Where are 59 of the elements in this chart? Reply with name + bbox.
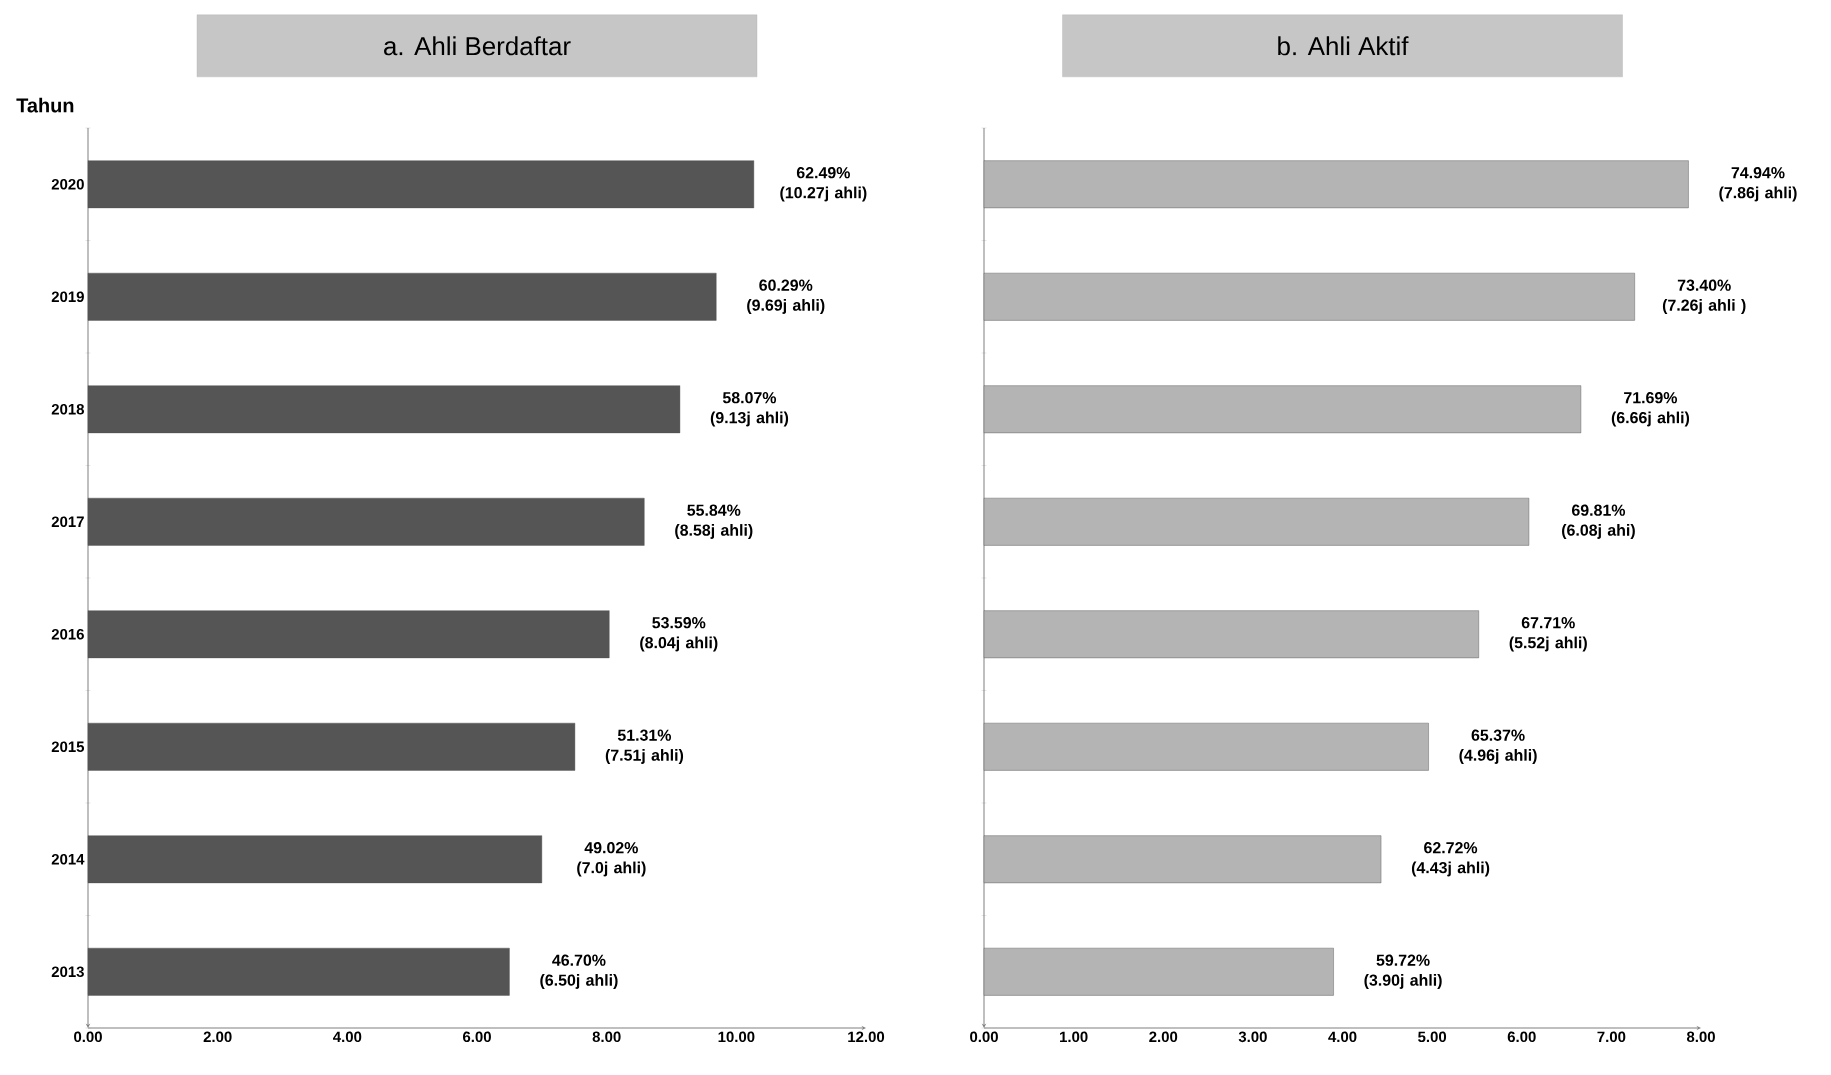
x-tick-label: 1.00	[1060, 1031, 1088, 1043]
y-tick-label: 2013	[51, 966, 84, 978]
x-tick-label: 8.00	[1686, 1031, 1715, 1043]
bar	[87, 160, 755, 209]
x-tick-label: 10.00	[718, 1031, 755, 1043]
data-label: 71.69% (6.66j ahli)	[1611, 392, 1690, 427]
bar	[87, 835, 543, 884]
x-tick-label: 4.00	[333, 1031, 362, 1043]
x-tick-label: 4.00	[1328, 1031, 1357, 1043]
data-label: 62.49% (10.27j ahli)	[780, 167, 867, 202]
data-label: 69.81% (6.08j ahi)	[1562, 504, 1635, 539]
y-tick-label: 2016	[51, 628, 84, 640]
bar	[983, 272, 1635, 321]
bar	[983, 947, 1334, 996]
bar	[87, 497, 645, 546]
data-label: 67.71% (5.52j ahli)	[1509, 617, 1587, 652]
bar	[983, 722, 1429, 771]
x-tick-label: 12.00	[848, 1031, 885, 1043]
bar	[983, 610, 1479, 659]
data-label: 49.02% (7.0j ahli)	[577, 842, 646, 877]
data-label: 59.72% (3.90j ahli)	[1364, 954, 1442, 989]
x-tick-label: 0.00	[74, 1031, 102, 1043]
data-label: 55.84% (8.58j ahli)	[675, 504, 753, 539]
y-tick-label: 2014	[51, 853, 85, 865]
data-label: 65.37% (4.96j ahli)	[1459, 729, 1537, 764]
bar	[87, 947, 510, 996]
x-tick-label: 8.00	[592, 1031, 621, 1043]
chart-title: b. Ahli Aktif	[1278, 36, 1409, 56]
bar	[87, 272, 717, 321]
bar	[983, 497, 1530, 546]
data-label: 51.31% (7.51j ahli)	[605, 729, 684, 764]
y-tick-label: 2020	[51, 178, 84, 190]
data-label: 46.70% (6.50j ahli)	[540, 954, 618, 989]
data-label: 58.07% (9.13j ahli)	[710, 392, 789, 427]
x-tick-label: 5.00	[1418, 1031, 1447, 1043]
x-tick-label: 7.00	[1597, 1031, 1626, 1043]
data-label: 73.40% (7.26j ahli )	[1662, 279, 1746, 314]
x-tick-label: 0.00	[970, 1031, 998, 1043]
bar	[983, 160, 1689, 209]
chart-title: a. Ahli Berdaftar	[384, 36, 571, 56]
y-tick-label: 2017	[51, 516, 84, 528]
x-tick-label: 6.00	[1507, 1031, 1536, 1043]
data-label: 60.29% (9.69j ahli)	[747, 279, 825, 314]
bar	[87, 610, 610, 659]
y-tick-label: 2015	[51, 741, 85, 753]
data-label: 62.72% (4.43j ahli)	[1411, 842, 1490, 877]
y-tick-label: 2019	[51, 291, 84, 303]
bar	[87, 385, 681, 434]
x-tick-label: 3.00	[1238, 1031, 1267, 1043]
x-tick-label: 2.00	[1149, 1031, 1178, 1043]
y-tick-label: 2018	[51, 403, 85, 415]
bar	[983, 835, 1382, 884]
bar	[87, 722, 576, 771]
bar	[983, 385, 1582, 434]
data-label: 53.59% (8.04j ahli)	[640, 617, 718, 652]
y-axis-title: Tahun	[16, 97, 74, 113]
x-tick-label: 2.00	[203, 1031, 232, 1043]
x-tick-label: 6.00	[463, 1031, 491, 1043]
data-label: 74.94% (7.86j ahli)	[1719, 167, 1797, 202]
